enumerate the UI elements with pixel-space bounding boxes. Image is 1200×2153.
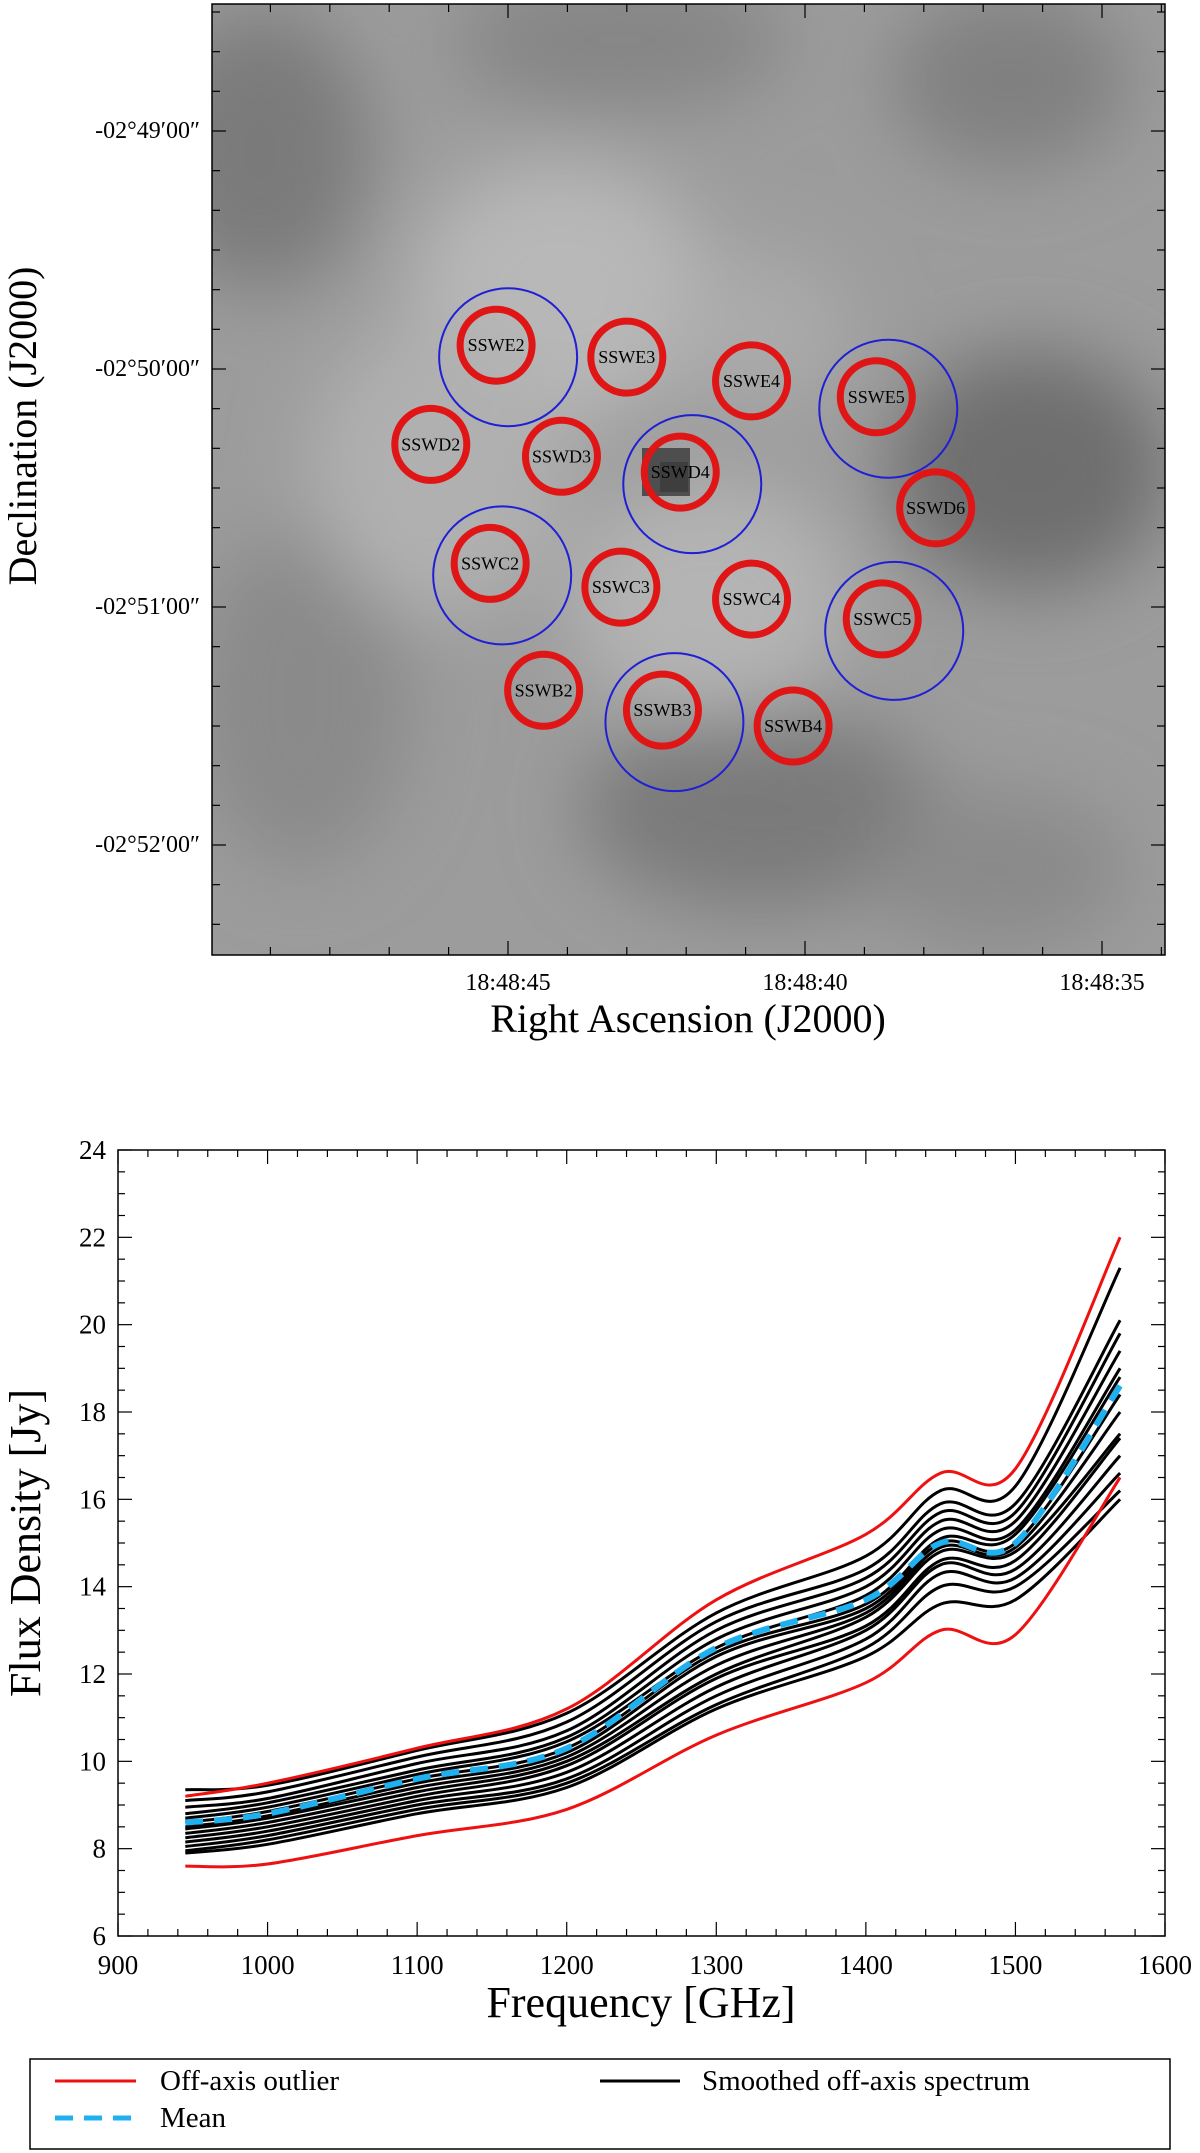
spectra-series [184,1236,1123,1869]
detector-label: SSWD3 [532,446,591,466]
spectrum-series-line [185,1350,1122,1816]
beam-circle [432,505,573,646]
x-tick-label: 1600 [1138,1950,1192,1980]
detector-circle [622,670,702,750]
detector-label: SSWE3 [598,347,655,367]
detector-label: SSWD6 [906,498,965,518]
detector-label: SSWB3 [633,700,691,720]
spectrum-series-line [185,1472,1122,1848]
detector-circle [587,317,667,397]
legend-label-outlier: Off-axis outlier [160,2065,339,2097]
dec-tick-label: -02°51′00″ [95,594,200,620]
sky-map-frame [211,3,1166,956]
beam-circles [432,287,965,793]
ra-tick-label: 18:48:40 [762,970,847,996]
y-tick-label: 6 [93,1921,107,1951]
y-tick-label: 14 [79,1572,107,1602]
detector-circle [842,579,922,659]
legend-label-spectrum: Smoothed off-axis spectrum [702,2065,1031,2097]
x-tick-label: 1500 [988,1950,1042,1980]
detector-label: SSWE4 [723,371,780,391]
sky-map-y-axis-label: Declination (J2000) [0,267,45,586]
detector-label: SSWE2 [468,335,525,355]
x-tick-label: 1200 [540,1950,594,1980]
ra-tick-label: 18:48:45 [465,970,550,996]
spectrum-series-line [185,1454,1122,1844]
spectra-tick-labels: 900 1000 1100 1200 1300 1400 1500 1600 6 8 10 12 14 1… [79,1135,1192,1980]
detector-circle [521,416,601,496]
sky-map-panel: SSWF2SSWF3SSWE2SSWE3SSWE4SSWE5SSWD2SSWD3… [0,3,1166,1041]
y-tick-label: 10 [79,1746,106,1776]
x-tick-label: 1100 [391,1950,444,1980]
detector-circle [456,305,536,385]
dec-tick-label: -02°52′00″ [95,832,200,858]
y-tick-label: 16 [79,1484,106,1514]
spectrum-series-line [185,1332,1122,1809]
ra-tick-label: 18:48:35 [1059,970,1144,996]
detector-circle [450,523,530,603]
mean-series-line [184,1384,1123,1826]
y-tick-label: 20 [79,1310,106,1340]
legend-box [29,2058,1171,2150]
sky-map-ticks [212,4,1165,955]
x-tick-label: 900 [98,1950,139,1980]
detector-label: SSWD2 [401,434,460,454]
spectrum-series-line [185,1367,1122,1820]
detector-circle [896,468,976,548]
spectra-plot-frame [117,1149,1166,1937]
detector-label: SSWD4 [651,462,710,482]
spectrum-series-line [185,1393,1122,1829]
dec-tick-label: -02°50′00″ [95,356,200,382]
detector-circles: SSWF2SSWF3SSWE2SSWE3SSWE4SSWE5SSWD2SSWD3… [391,305,976,766]
detector-label: SSWB4 [764,716,822,736]
y-tick-label: 12 [79,1659,106,1689]
y-tick-label: 8 [93,1834,107,1864]
spectra-axes [117,1149,1166,1937]
beam-circle [622,414,763,555]
detector-circle [391,404,471,484]
beam-circle [824,560,965,701]
detector-label: SSWE5 [848,387,905,407]
detector-label: SSWB2 [515,680,573,700]
legend: Off-axis outlier Smoothed off-axis spect… [29,2058,1171,2150]
sky-map-background [212,4,1165,955]
dec-tick-label: -02°49′00″ [95,118,200,144]
detector-circle [836,357,916,437]
detector-label: SSWC4 [723,589,781,609]
detector-label: SSWC5 [853,609,911,629]
spectrum-series-line [185,1437,1122,1840]
detector-circle [504,650,584,730]
spectrum-series-line [185,1432,1122,1835]
spectra-y-axis-label: Flux Density [Jy] [1,1389,50,1697]
detector-label: SSWC2 [461,553,519,573]
spectrum-series-line [185,1319,1122,1803]
detector-circle [753,686,833,766]
detector-circle [640,432,720,512]
outlier-series-line [185,1236,1122,1798]
y-tick-label: 24 [79,1135,107,1165]
beam-circle [438,287,579,428]
detector-circle [581,547,661,627]
spectra-x-axis-label: Frequency [GHz] [486,1978,795,2027]
outlier-series-line [185,1476,1122,1869]
spectrum-series-line [185,1489,1122,1853]
spectrum-series-line [185,1267,1122,1792]
sky-map-x-axis-label: Right Ascension (J2000) [490,996,886,1041]
spectra-chart-panel: 900 1000 1100 1200 1300 1400 1500 1600 6 8 10 12 14 1… [1,1135,1192,2027]
y-tick-label: 22 [79,1222,106,1252]
x-tick-label: 1000 [241,1950,295,1980]
beam-circle [818,338,959,479]
spectrum-series-line [185,1498,1122,1855]
x-tick-label: 1400 [839,1950,893,1980]
spectrum-series-line [185,1376,1122,1824]
detector-circle [712,341,792,421]
y-tick-label: 18 [79,1397,106,1427]
detector-circle [712,559,792,639]
beam-circle [604,652,745,793]
x-tick-label: 1300 [689,1950,743,1980]
legend-label-mean: Mean [160,2102,227,2134]
detector-label: SSWC3 [592,577,650,597]
